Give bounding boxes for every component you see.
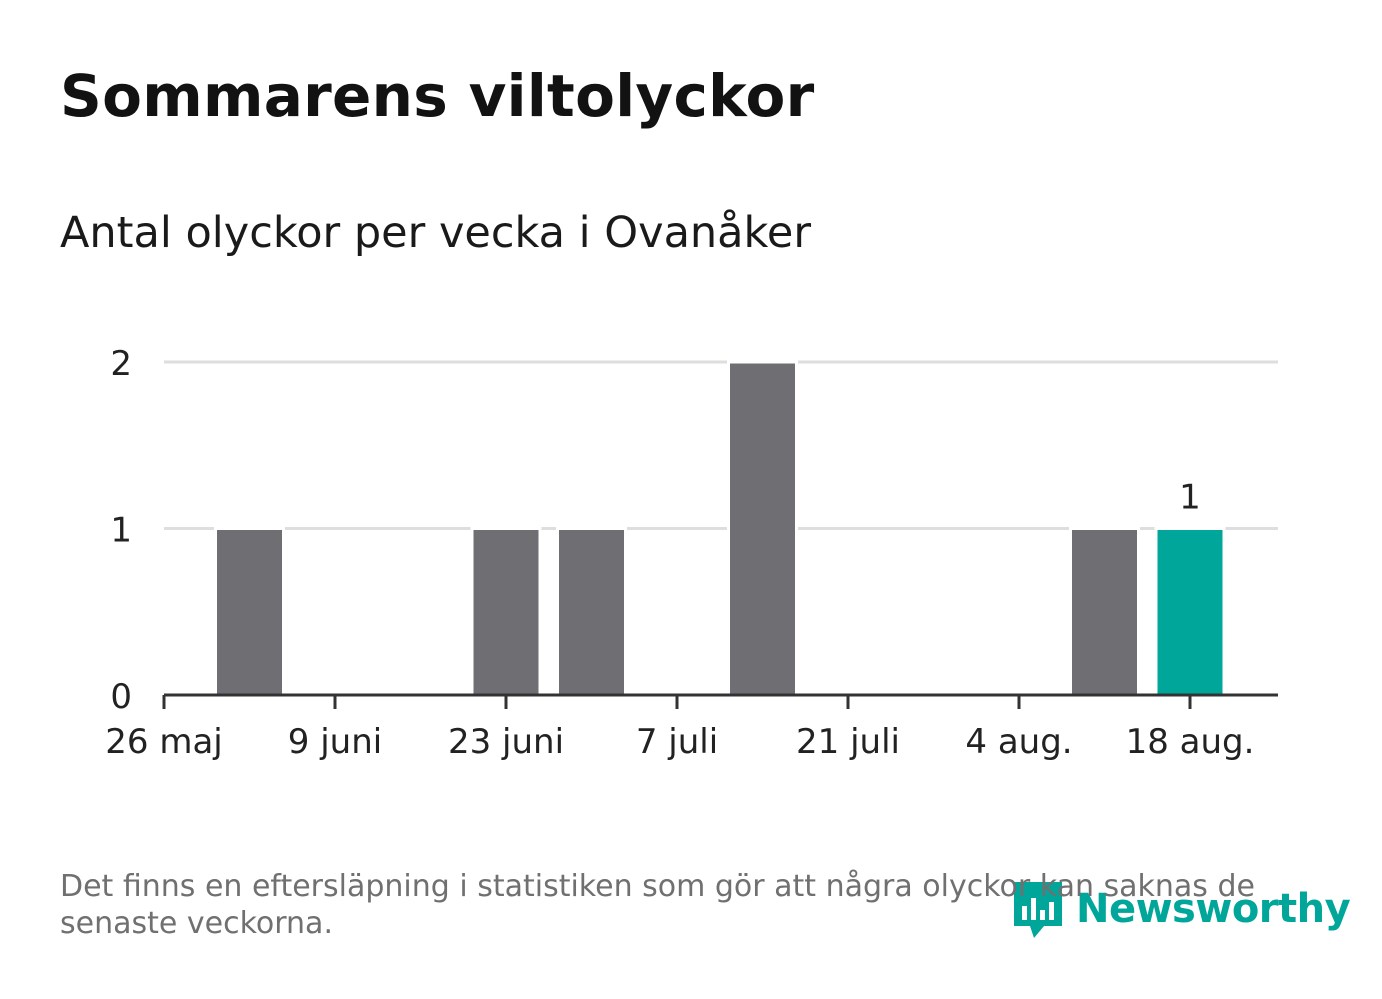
bars xyxy=(214,360,1226,697)
chart-subtitle: Antal olyckor per vecka i Ovanåker xyxy=(60,208,812,258)
y-tick-label: 0 xyxy=(110,677,132,717)
y-axis-labels: 0 1 2 xyxy=(110,344,132,717)
x-axis xyxy=(162,693,1278,709)
x-axis-labels: 26 maj 9 juni 23 juni 7 juli 21 juli 4 aug. 18… xyxy=(105,722,1254,762)
gridlines xyxy=(164,360,1278,530)
bar xyxy=(727,360,798,697)
bar xyxy=(214,527,285,697)
bar xyxy=(556,527,627,697)
data-label: 1 xyxy=(1179,478,1201,518)
x-tick-label: 23 juni xyxy=(448,722,564,762)
y-tick-label: 1 xyxy=(110,511,132,551)
x-tick-label: 7 juli xyxy=(636,722,718,762)
bar xyxy=(1069,527,1140,697)
newsworthy-logo: Newsworthy xyxy=(1010,876,1351,942)
chart-title: Sommarens viltolyckor xyxy=(60,62,815,130)
bar-chart-speech-bubble-icon xyxy=(1014,882,1062,938)
x-tick-label: 4 aug. xyxy=(965,722,1072,762)
x-tick-label: 18 aug. xyxy=(1126,722,1255,762)
y-tick-label: 2 xyxy=(110,344,132,384)
bar-highlighted xyxy=(1154,527,1226,697)
x-tick-label: 9 juni xyxy=(288,722,382,762)
x-tick-label: 26 maj xyxy=(105,722,222,762)
data-labels: 1 xyxy=(1179,478,1201,518)
x-tick-label: 21 juli xyxy=(796,722,900,762)
bar xyxy=(470,527,542,697)
footnote: Det finns en eftersläpning i statistiken… xyxy=(60,869,1255,941)
logo-text: Newsworthy xyxy=(1076,886,1351,932)
